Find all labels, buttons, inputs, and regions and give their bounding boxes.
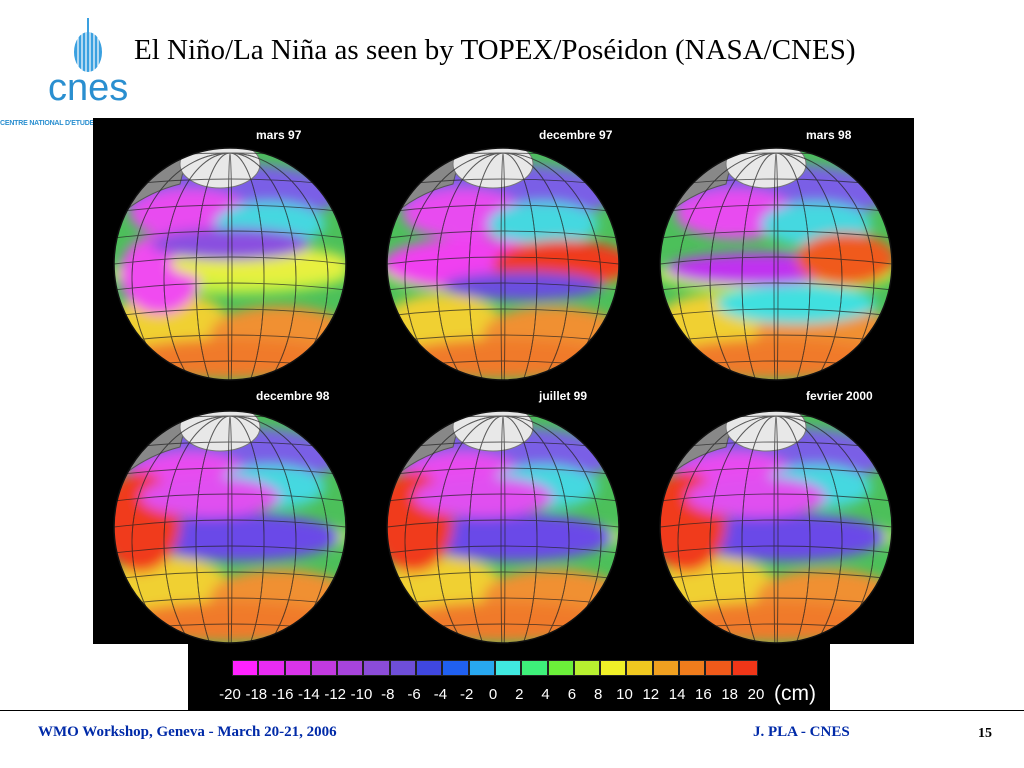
scale-tick-label: 12 xyxy=(642,686,660,703)
scale-tick-label: 2 xyxy=(515,686,524,703)
scale-swatch xyxy=(363,660,390,676)
cnes-logo-icon: cnes xyxy=(48,18,128,109)
scale-tick-label: 20 xyxy=(747,686,765,703)
globe-date-label: decembre 98 xyxy=(256,389,330,403)
globe-date-label: mars 97 xyxy=(256,128,302,142)
scale-tick-label: 0 xyxy=(488,686,498,703)
globe-date-label: juillet 99 xyxy=(539,389,588,403)
globe-map: mars 98 xyxy=(640,118,913,381)
globe-map: fevrier 2000 xyxy=(640,381,913,644)
globe-date-label: decembre 97 xyxy=(539,128,613,142)
scale-swatch xyxy=(679,660,706,676)
cnes-logo: cnes CENTRE NATIONAL D'ETUDES SPATIALES xyxy=(0,10,170,127)
globe-map: decembre 97 xyxy=(367,118,640,381)
scale-tick-label: -4 xyxy=(433,686,448,703)
scale-tick-label: -6 xyxy=(407,686,421,703)
scale-tick-label: 10 xyxy=(616,686,633,703)
scale-swatch xyxy=(416,660,443,676)
scale-tick-label: -20 xyxy=(219,686,241,703)
scale-tick-label: 6 xyxy=(567,686,577,703)
svg-text:cnes: cnes xyxy=(48,67,128,109)
scale-tick-label: 14 xyxy=(668,686,686,703)
globe-map: juillet 99 xyxy=(367,381,640,644)
scale-swatch xyxy=(547,660,574,676)
globe-date-label: fevrier 2000 xyxy=(806,389,873,403)
footer-rule xyxy=(0,710,1024,711)
page-number: 15 xyxy=(978,726,992,741)
scale-tick-label: -12 xyxy=(324,686,347,703)
scale-swatch xyxy=(521,660,548,676)
scale-swatch xyxy=(337,660,364,676)
globe-date-label: mars 98 xyxy=(806,128,852,142)
scale-tick-label: -10 xyxy=(350,686,373,703)
scale-tick-label: 16 xyxy=(695,686,712,703)
scale-swatch xyxy=(573,660,601,676)
scale-tick-label: -16 xyxy=(271,686,294,703)
globe-map: decembre 98 xyxy=(94,381,367,644)
scale-swatch xyxy=(258,660,285,676)
globe-panel: mars 97 decembre 97 mars 98 decembre 98 juil… xyxy=(93,118,914,644)
globe-map: mars 97 xyxy=(94,118,367,381)
scale-swatches xyxy=(232,660,758,676)
scale-tick-label: -2 xyxy=(460,686,474,703)
scale-swatch xyxy=(600,660,627,676)
scale-tick-label: 4 xyxy=(541,686,550,703)
scale-tick-label: 18 xyxy=(721,686,739,703)
footer-event: WMO Workshop, Geneva - March 20-21, 2006 xyxy=(38,724,337,740)
slide-title: El Niño/La Niña as seen by TOPEX/Poséido… xyxy=(134,34,856,66)
footer-author: J. PLA - CNES xyxy=(753,724,850,740)
scale-swatch xyxy=(652,660,680,676)
scale-ticks: -20 -18 -16 -14 -12 -10 -8 -6 -4 -2 0 2 4 6 8 10 12 14 16 1… xyxy=(219,686,774,704)
scale-swatch xyxy=(284,660,311,676)
scale-swatch xyxy=(310,660,338,676)
scale-swatch xyxy=(389,660,417,676)
scale-tick-label: -8 xyxy=(381,686,395,703)
scale-swatch xyxy=(494,660,522,676)
scale-swatch xyxy=(442,660,469,676)
scale-swatch xyxy=(626,660,653,676)
scale-tick-label: -18 xyxy=(245,686,268,703)
scale-tick-label: -14 xyxy=(298,686,320,703)
scale-unit: (cm) xyxy=(774,682,816,705)
scale-swatch xyxy=(731,660,758,676)
scale-tick-label: 8 xyxy=(594,686,603,703)
color-scale: -20 -18 -16 -14 -12 -10 -8 -6 -4 -2 0 2 4 6 8 10 12 14 16 1… xyxy=(188,644,830,710)
logo-subtitle: CENTRE NATIONAL D'ETUDES SPATIALES xyxy=(0,120,137,127)
scale-swatch xyxy=(705,660,732,676)
scale-swatch xyxy=(232,660,259,676)
scale-swatch xyxy=(468,660,495,676)
